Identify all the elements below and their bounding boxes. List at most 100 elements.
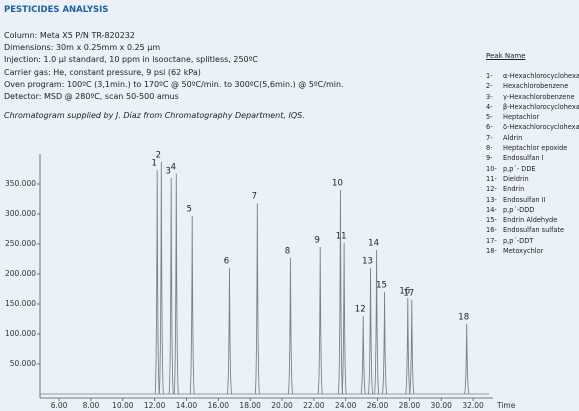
y-tick-label: 50.000 — [10, 359, 36, 368]
header-line: Detector: MSD @ 280ºC, scan 50-500 amus — [4, 92, 179, 101]
peak — [226, 267, 233, 395]
peak-name: δ-Hexachlorocyclohexane — [503, 123, 579, 132]
peak — [317, 246, 323, 395]
peak-number: 2- — [486, 82, 493, 91]
peak-label: 13 — [362, 257, 373, 267]
peak — [154, 170, 160, 395]
peak-number: 9- — [486, 154, 493, 163]
x-tick-label: 8.00 — [83, 401, 100, 410]
peak-label: 4 — [171, 162, 176, 172]
peak-name: p,p´-DDT — [503, 236, 534, 245]
y-tick-label: 200.000 — [5, 269, 36, 278]
peak-name: Endrin — [503, 185, 525, 194]
peak-name: Endosulfan II — [503, 195, 546, 204]
peak — [373, 249, 380, 395]
x-tick-label: 30.00 — [430, 401, 452, 410]
peak-number: 17- — [486, 236, 497, 245]
peak-number: 6- — [486, 123, 493, 132]
peak-number: 10- — [486, 164, 497, 173]
peak-label: 12 — [355, 305, 366, 315]
peak — [173, 173, 179, 395]
peak-row: 9- Endosulfan I — [486, 154, 579, 164]
peak-number: 5- — [486, 113, 493, 122]
peak-number: 7- — [486, 133, 493, 142]
y-tick-label: 100.000 — [5, 329, 36, 338]
peak-number: 14- — [486, 205, 497, 214]
peak-label: 10 — [332, 179, 343, 189]
peak-label: 2 — [156, 150, 161, 160]
peak-name: Endosulfan I — [503, 154, 544, 163]
peak — [381, 291, 388, 395]
peak-name: α-Hexachlorocyclohexane — [503, 72, 579, 80]
peak-name: Hexachlorobenzene — [503, 82, 569, 91]
peak — [409, 299, 415, 395]
peak-row: 11- Dieldrin — [486, 175, 579, 185]
x-tick-label: 32.00 — [462, 401, 484, 410]
peak-row: 7- Aldrin — [486, 134, 579, 144]
y-tick-label: 150.000 — [5, 299, 36, 308]
peak-label: 3 — [165, 167, 170, 177]
peak — [337, 189, 344, 395]
peak-row: 5- Heptachlor — [486, 113, 579, 123]
peak-label: 18 — [458, 312, 469, 322]
x-tick-label: 24.00 — [335, 401, 357, 410]
x-tick-label: 10.00 — [112, 401, 134, 410]
y-tick-label: 250.000 — [5, 239, 36, 248]
peak-number: 13- — [486, 195, 497, 204]
peak-number: 11- — [486, 174, 497, 183]
x-tick-label: 12.00 — [144, 401, 166, 410]
header-line: Injection: 1.0 µl standard, 10 ppm in is… — [4, 55, 258, 64]
peak-row: 16- Endosulfan sulfate — [486, 226, 579, 236]
peak-name: p,p´- DDE — [503, 164, 536, 173]
peak-number: 8- — [486, 144, 493, 153]
header-line: Dimensions: 30m x 0.25mm x 0.25 µm — [4, 43, 161, 52]
peak-row: 10- p,p´- DDE — [486, 165, 579, 175]
peak-name: Endosulfan sulfate — [503, 226, 565, 235]
header-line: Oven program: 100ºC (3,1min.) to 170ºC @… — [4, 80, 344, 89]
x-tick-label: 6.00 — [51, 401, 68, 410]
peak-number: 12- — [486, 185, 497, 194]
peak-list-heading: Peak Name — [486, 52, 526, 60]
peak-row: 15- Endrin Aldehyde — [486, 216, 579, 226]
header-line: Column: Meta X5 P/N TR-820232 — [4, 31, 135, 40]
peak-label: 6 — [224, 257, 229, 267]
x-tick-label: 16.00 — [208, 401, 230, 410]
peak-number: 15- — [486, 216, 497, 225]
peak-name: Heptachlor epoxide — [503, 144, 568, 153]
peak — [405, 297, 411, 395]
peak-label: 7 — [252, 192, 257, 202]
peak-name: Endrin Aldehyde — [503, 216, 558, 225]
peak-label: 15 — [376, 281, 387, 291]
peak-number: 16- — [486, 226, 497, 235]
peak-row: 14- p,p´-DDD — [486, 206, 579, 216]
page-title: PESTICIDES ANALYSIS — [4, 5, 109, 15]
peak — [341, 242, 347, 395]
peak-number: 1- — [486, 72, 493, 80]
peak-label: 16 — [399, 287, 410, 297]
y-tick-label: 300.000 — [5, 209, 36, 218]
peak-list: Peak Name 1- α-Hexachlorocyclohexane 2- Hex… — [486, 52, 579, 257]
peak — [158, 161, 164, 395]
peak-row: 18- Metoxychlor — [486, 247, 579, 257]
peak-number: 18- — [486, 247, 497, 256]
peak-name: p,p´-DDD — [503, 205, 535, 214]
x-tick-label: 26.00 — [367, 401, 389, 410]
peak-row: 17- p,p´-DDT — [486, 237, 579, 247]
peak-row: 3- γ-Hexachlorobenzene — [486, 93, 579, 103]
peak — [464, 323, 470, 395]
y-tick-label: 350.000 — [5, 179, 36, 188]
x-tick-label: 28.00 — [399, 401, 421, 410]
peak-label: 9 — [315, 236, 320, 246]
peak-label: 14 — [368, 239, 379, 249]
header-line: Carrier gas: He, constant pressure, 9 ps… — [4, 68, 201, 77]
peak-row: 4- β-Hexachlorocyclohexane — [486, 103, 579, 113]
peak-name: Aldrin — [503, 133, 523, 142]
x-axis-label: Time — [496, 401, 516, 410]
peak-label: 8 — [285, 246, 290, 256]
peak-name: β-Hexachlorocyclohexane — [503, 102, 579, 111]
x-tick-label: 22.00 — [303, 401, 325, 410]
peak-name: Dieldrin — [503, 174, 529, 183]
peak — [287, 257, 294, 395]
